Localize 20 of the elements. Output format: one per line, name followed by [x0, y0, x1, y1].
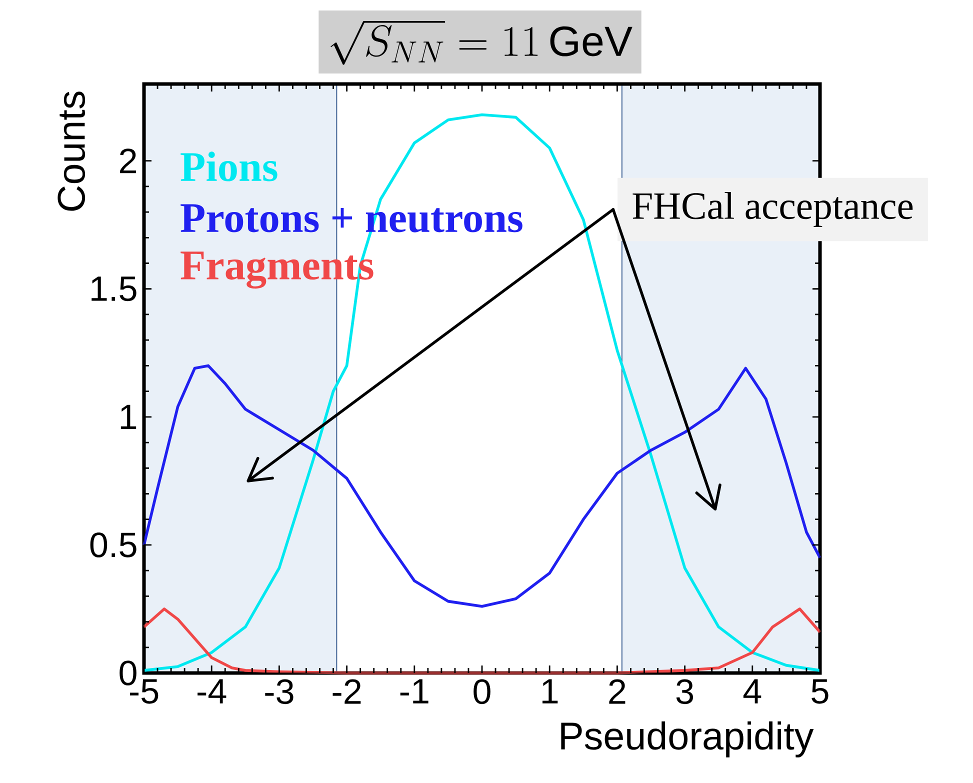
- text: Pions: [180, 152, 278, 182]
- x-tick-label: -1: [400, 679, 428, 704]
- x-axis-title: Pseudorapidity: [561, 721, 814, 758]
- y-axis-title: Counts: [58, 92, 86, 211]
- y-tick-label: 0.5: [90, 532, 136, 558]
- x-tick-label: -3: [265, 679, 294, 704]
- x-tick-label: -4: [198, 679, 226, 704]
- x-tick-label: 2: [609, 679, 626, 704]
- x-tick-label: 0: [474, 679, 490, 704]
- y-tick-label: 1: [120, 404, 136, 430]
- y-tick-label: 1.5: [92, 276, 136, 302]
- x-tick-label: 3: [676, 679, 694, 704]
- x-tick-label: 4: [743, 679, 762, 704]
- x-tick-label: -2: [332, 679, 361, 704]
- annotation: FHCal acceptance: [632, 192, 913, 228]
- x-tick-label: 5: [812, 679, 828, 704]
- y-tick-label: 2: [120, 148, 136, 174]
- line-series: [142, 364, 822, 608]
- chart-title: $\sqrt{S_{NN}}=11\,\mathrm{GeV}$: [330, 21, 632, 65]
- x-tick-label: 1: [542, 679, 558, 704]
